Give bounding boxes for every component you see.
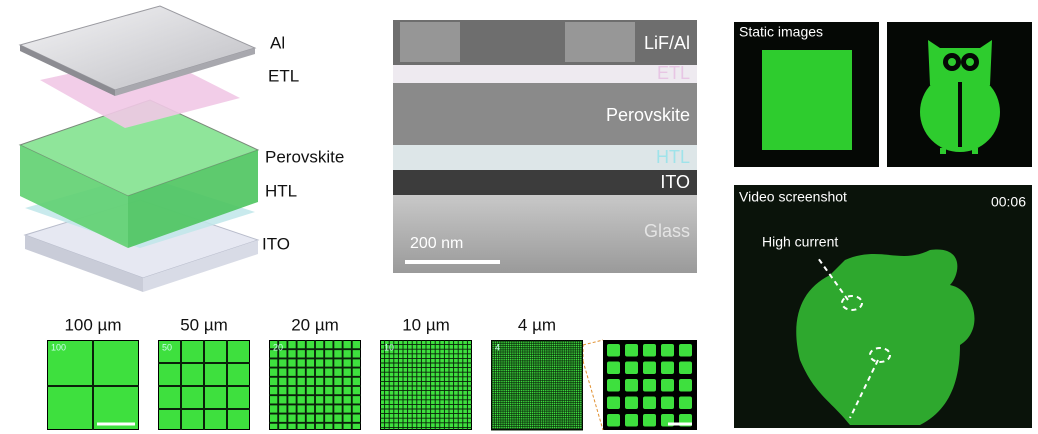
zoom-pixel [607, 361, 620, 374]
zoom-pixel [679, 361, 692, 374]
xs-label: ETL [657, 63, 690, 83]
zoom-pixel [661, 379, 674, 392]
layer-label: Perovskite [265, 147, 344, 166]
zoom-pixel [679, 396, 692, 409]
layer-label: HTL [265, 181, 297, 200]
array-label: 10 [384, 342, 394, 352]
cross-section [393, 20, 697, 273]
green-square [762, 50, 852, 150]
zoom-pixel [643, 396, 656, 409]
video-pattern [796, 249, 975, 425]
panel-title: Static images [739, 24, 823, 40]
array-size: 100 µm [64, 315, 121, 334]
zoom-pixels [607, 344, 692, 427]
zoom-pixel [679, 344, 692, 357]
zoom-pixel [625, 379, 638, 392]
zoom-pixel [607, 379, 620, 392]
zoom-pixel [643, 379, 656, 392]
layer-label: ETL [268, 66, 299, 85]
zoom-pixel [625, 344, 638, 357]
layer-label: ITO [262, 234, 290, 253]
array-label: 50 [162, 342, 172, 352]
array-label: 20 [273, 342, 283, 352]
zoom-pixel [643, 361, 656, 374]
zoom-pixel [625, 414, 638, 427]
panel-title: Video screenshot [739, 189, 847, 205]
xs-label: Glass [644, 221, 690, 241]
device-stack [18, 5, 260, 292]
layer-label: Al [270, 33, 285, 52]
scale-bar-label: 200 nm [410, 235, 463, 252]
annotation: High current [762, 234, 838, 250]
xs-label: ITO [660, 172, 690, 192]
zoom-pixel [643, 414, 656, 427]
zoom-pixel [607, 396, 620, 409]
zoom-pixel [643, 344, 656, 357]
timestamp: 00:06 [991, 194, 1026, 210]
arrows [817, 257, 891, 419]
zoom-pixel [625, 361, 638, 374]
array-size: 50 µm [180, 315, 228, 334]
zoom-pixel [625, 396, 638, 409]
array-label: 100 [51, 342, 66, 352]
array-label: 4 [495, 342, 500, 352]
zoom-pixel [661, 344, 674, 357]
xs-label: LiF/Al [644, 33, 690, 53]
xs-label: Perovskite [606, 105, 690, 125]
array-size: 10 µm [402, 315, 450, 334]
zoom-pixel [607, 414, 620, 427]
zoom-pixel [661, 361, 674, 374]
xs-label: HTL [656, 147, 690, 167]
array-size: 20 µm [291, 315, 339, 334]
array-size: 4 µm [518, 315, 556, 334]
zoom-pixel [679, 379, 692, 392]
zoom-pixel [607, 344, 620, 357]
zoom-pixel [661, 396, 674, 409]
